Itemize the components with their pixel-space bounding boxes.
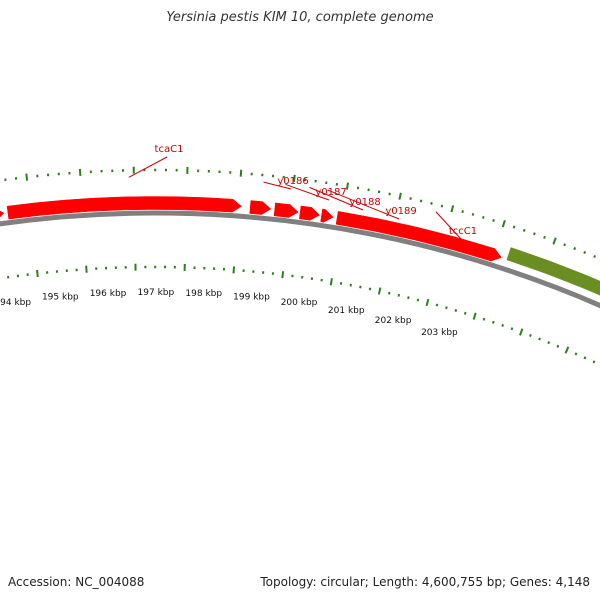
gene-arrow-y0189[interactable]	[320, 208, 334, 223]
gene-track[interactable]	[0, 196, 600, 322]
inner-tick	[397, 293, 401, 297]
outer-tick	[512, 225, 516, 229]
gene-label: tccC1	[449, 226, 477, 237]
inner-tick	[435, 303, 439, 307]
gene-arrow-tccc1[interactable]	[335, 211, 502, 262]
inner-tick	[329, 278, 333, 286]
gene-label: y0187	[315, 187, 346, 198]
outer-tick	[543, 235, 546, 239]
outer-tick	[563, 243, 567, 247]
inner-tick	[416, 298, 420, 302]
gene-arrow-tcac1[interactable]	[6, 196, 242, 220]
inner-tick	[583, 356, 587, 360]
inner-tick	[564, 346, 570, 354]
outer-tick	[25, 173, 29, 181]
scale-label: 203 kbp	[421, 328, 458, 338]
scale-label: 197 kbp	[138, 288, 175, 298]
outer-tick	[292, 174, 296, 182]
callout-line	[309, 186, 364, 211]
outer-tick	[239, 169, 243, 177]
callout-line	[435, 211, 462, 240]
outer-tick	[522, 228, 526, 232]
outer-tick	[345, 182, 350, 190]
scale-label: 199 kbp	[233, 293, 270, 303]
outer-tick	[430, 201, 433, 205]
gene-label: y0186	[277, 176, 308, 187]
scale-label: 195 kbp	[42, 292, 79, 302]
outer-tick	[461, 210, 464, 214]
inner-tick	[368, 287, 372, 291]
inner-tick	[510, 327, 514, 331]
outer-tick	[533, 232, 536, 236]
inner-tick	[556, 344, 560, 348]
callout-line	[263, 181, 292, 190]
genome-summary: Topology: circular; Length: 4,600,755 bp…	[260, 575, 590, 589]
gene-arrow-olive[interactable]	[506, 247, 600, 323]
inner-tick	[445, 306, 448, 310]
inner-tick	[592, 360, 596, 364]
inner-tick	[425, 298, 430, 307]
gene-arrow-y0186[interactable]	[249, 200, 272, 215]
outer-tick	[492, 219, 495, 222]
map-title: Yersinia pestis KIM 10, complete genome	[166, 10, 434, 25]
outer-tick	[450, 205, 455, 213]
scale-label: 201 kbp	[328, 306, 365, 316]
gene-label: y0189	[385, 206, 416, 217]
inner-tick	[492, 320, 495, 324]
inner-tick	[36, 269, 39, 278]
outer-tick	[440, 204, 444, 208]
inner-tick	[529, 333, 532, 338]
scale-label: 200 kbp	[281, 298, 318, 308]
scale-labels: 194 kbp 195 kbp 196 kbp 197 kbp 198 kbp 199 k…	[0, 288, 458, 338]
scale-label: 198 kbp	[185, 289, 222, 299]
inner-tick	[501, 323, 505, 327]
callout-line	[327, 189, 400, 220]
inner-tick	[407, 296, 410, 300]
scale-label: 202 kbp	[375, 316, 412, 326]
outer-tick	[388, 192, 391, 196]
outer-tick	[409, 197, 412, 200]
inner-tick	[463, 311, 467, 315]
outer-tick	[481, 215, 485, 219]
gene-label: y0188	[349, 197, 380, 208]
outer-tick	[593, 254, 597, 259]
callout-line	[285, 183, 330, 201]
accession-label: Accession: NC_004088	[8, 575, 145, 589]
outer-tick	[419, 199, 423, 203]
outer-tick	[573, 247, 577, 251]
outer-tick	[583, 250, 587, 255]
outer-tick	[398, 192, 402, 200]
outer-tick	[501, 220, 506, 228]
backbone-arc	[0, 210, 600, 309]
outer-tick	[471, 212, 475, 216]
inner-tick	[547, 341, 551, 345]
inner-tick	[574, 352, 578, 356]
inner-tick	[472, 312, 477, 320]
inner-tick-ring	[6, 263, 596, 364]
callout-line	[128, 156, 168, 178]
outer-tick	[552, 237, 557, 245]
inner-tick	[538, 337, 541, 341]
scale-label: 194 kbp	[0, 298, 31, 308]
inner-tick	[387, 291, 391, 295]
inner-tick	[482, 317, 486, 321]
outer-tick-ring	[4, 166, 597, 259]
genome-backbone	[0, 210, 600, 309]
inner-tick	[281, 271, 285, 279]
gene-arrow-y0188[interactable]	[299, 205, 321, 221]
gene-arrow-y0187[interactable]	[273, 202, 299, 218]
gene-label: tcaC1	[155, 144, 184, 155]
scale-label: 196 kbp	[90, 289, 127, 299]
gene-arrow-partial[interactable]	[0, 208, 5, 225]
inner-tick	[519, 328, 524, 336]
inner-tick	[377, 287, 382, 295]
inner-tick	[232, 266, 236, 274]
inner-tick	[454, 308, 458, 312]
